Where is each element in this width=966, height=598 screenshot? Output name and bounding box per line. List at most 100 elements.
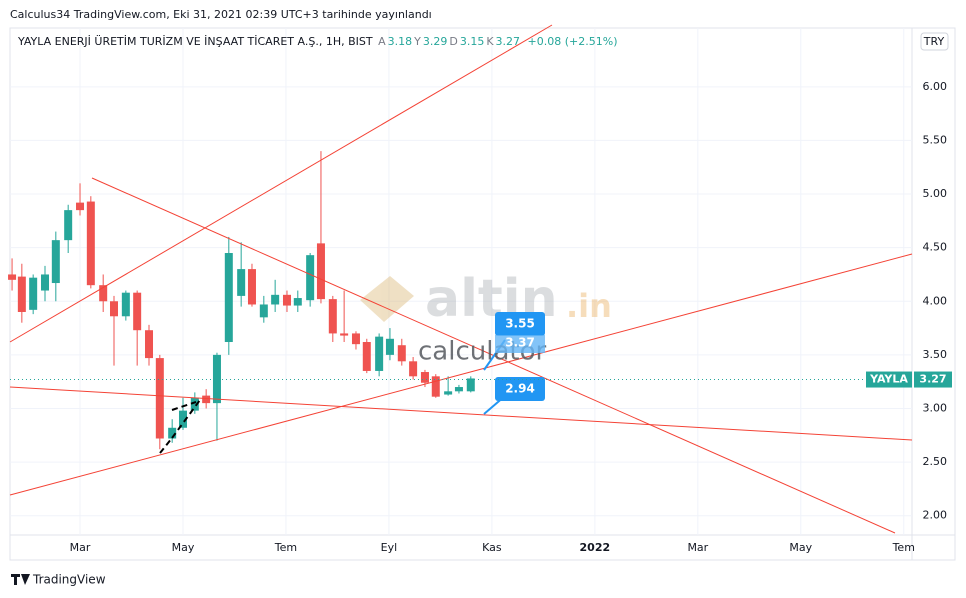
candle-body	[41, 274, 50, 291]
candle-body	[17, 276, 26, 312]
ohlc-value: 3.29	[422, 35, 448, 48]
callout-label: 3.37	[505, 336, 535, 350]
candle-body	[178, 410, 187, 428]
y-tick-label: 4.50	[923, 241, 948, 254]
pattern-line	[159, 399, 201, 454]
candle-body	[247, 269, 256, 305]
header: Calculus34 TradingView.com, Eki 31, 2021…	[10, 8, 432, 21]
candle-body	[8, 274, 17, 280]
watermark-logo	[360, 276, 414, 322]
y-tick-label: 2.00	[923, 509, 948, 522]
y-tick-label: 3.00	[923, 401, 948, 414]
candle-body	[420, 372, 429, 383]
y-tick-label: 4.00	[923, 294, 948, 307]
candle-body	[259, 304, 268, 318]
watermark-domain: .in	[566, 287, 612, 325]
x-tick-label: Mar	[687, 541, 708, 554]
candle-body	[133, 292, 142, 331]
last-price-box	[914, 371, 952, 388]
candle-body	[121, 292, 130, 317]
candle-body	[351, 333, 360, 345]
candle-body	[190, 397, 199, 411]
candle-body	[51, 240, 60, 284]
drawings	[9, 24, 913, 534]
candle-body	[237, 269, 246, 296]
candle-body	[293, 298, 302, 306]
x-tick-label: Mar	[70, 541, 91, 554]
candle-body	[466, 378, 475, 392]
candles	[8, 151, 475, 450]
footer: TradingView	[32, 573, 106, 587]
callout-label: 2.94	[505, 382, 535, 396]
candle-body	[145, 330, 154, 359]
ticker-box	[866, 371, 912, 388]
callout-label: 3.55	[505, 317, 535, 331]
candle-body	[86, 201, 95, 286]
candle-body	[316, 243, 325, 300]
callout-box	[495, 312, 545, 336]
candle-body	[202, 395, 211, 404]
x-tick-label: Tem	[892, 541, 915, 554]
x-tick-label: 2022	[580, 541, 611, 554]
candle-body	[64, 210, 73, 241]
symbol-line: YAYLA ENERJİ ÜRETİM TURİZM VE İNŞAAT TİC…	[18, 35, 620, 48]
y-tick-label: 3.50	[923, 348, 948, 361]
candle-body	[99, 285, 108, 302]
x-tick-label: Tem	[274, 541, 297, 554]
candle-body	[271, 294, 280, 305]
candle-body	[168, 427, 177, 439]
y-tick-label: 5.50	[923, 133, 948, 146]
candle-body	[444, 391, 453, 395]
y-tick-label: 2.50	[923, 455, 948, 468]
change: +0.08 (+2.51%)	[527, 35, 618, 48]
candle-body	[76, 202, 85, 211]
ohlc: A 3.18 Y 3.29 D 3.15 K 3.27	[378, 35, 522, 48]
callout-box	[495, 377, 545, 401]
candle-body	[409, 361, 418, 377]
ohlc-label: D	[449, 35, 458, 48]
callout-box	[495, 335, 545, 353]
tv-logo	[11, 574, 30, 585]
candle-body	[454, 387, 463, 392]
candle-body	[385, 338, 394, 355]
trend-line	[9, 386, 913, 441]
price-callouts: 3.55 3.37 2.94	[495, 312, 545, 401]
candle-body	[328, 299, 337, 334]
ohlc-value: 3.27	[495, 35, 521, 48]
candle-body	[155, 358, 164, 439]
candle-body	[109, 301, 118, 317]
candle-body	[212, 354, 221, 404]
candle-body	[224, 253, 233, 343]
ohlc-label: A	[378, 35, 386, 48]
y-tick-label: 5.00	[923, 187, 948, 200]
x-tick-label: Kas	[482, 541, 502, 554]
y-tick-label: 6.00	[923, 80, 948, 93]
trend-line	[9, 24, 553, 343]
candle-body	[282, 294, 291, 306]
ohlc-label: K	[486, 35, 494, 48]
x-tick-label: May	[172, 541, 195, 554]
candle-body	[375, 336, 384, 371]
x-tick-label: May	[789, 541, 812, 554]
symbol: YAYLA ENERJİ ÜRETİM TURİZM VE İNŞAAT TİC…	[18, 35, 373, 48]
last-price-label: 3.27	[919, 373, 946, 386]
watermark: altin .in	[360, 269, 612, 329]
currency: TRY	[923, 35, 945, 48]
currency-box	[920, 32, 949, 51]
trend-line	[9, 253, 913, 496]
ticker: YAYLA	[869, 373, 908, 386]
candle-body	[397, 345, 406, 362]
x-tick-label: Eyl	[381, 541, 398, 554]
candle-body	[340, 333, 349, 336]
ohlc-label: Y	[414, 35, 421, 48]
chart-frame	[9, 27, 956, 561]
ohlc-value: 3.18	[387, 35, 413, 48]
ohlc-value: 3.15	[459, 35, 485, 48]
candle-body	[362, 342, 371, 371]
candle-body	[431, 376, 440, 397]
candle-body	[29, 277, 38, 310]
last-price: YAYLA 3.27	[10, 371, 952, 388]
candle-body	[306, 255, 315, 301]
